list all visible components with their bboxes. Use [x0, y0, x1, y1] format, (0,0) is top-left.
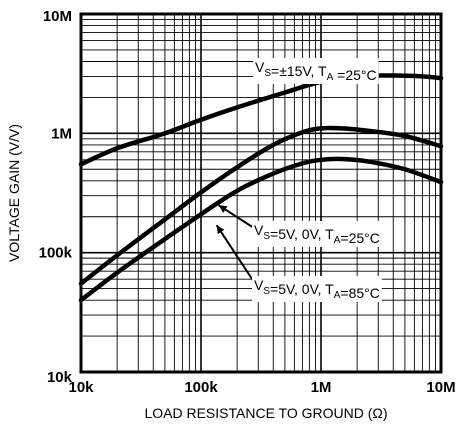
annotation-background: [252, 276, 382, 302]
data-curves: [78, 73, 444, 303]
y-tick-label: 10M: [43, 8, 72, 25]
plot-frame: [79, 12, 443, 374]
y-axis-label: VOLTAGE GAIN (V/V): [6, 124, 22, 262]
annotation-arrowhead: [216, 225, 225, 235]
annotation-background: [253, 58, 379, 84]
series-line-3: [78, 156, 444, 303]
y-tick-label: 100k: [39, 245, 73, 262]
annotation-arrowhead: [218, 205, 228, 213]
annotation-arrows: [215, 204, 255, 283]
x-tick-label: 100k: [184, 379, 218, 396]
x-tick-label: 10M: [426, 379, 455, 396]
annotation-2: VS=5V, 0V, TA=25°C: [254, 222, 380, 246]
annotation-arrow-line: [215, 224, 255, 283]
y-tick-labels: 10k 100k 1M 10M: [39, 8, 73, 386]
annotation-1: VS=±15V, TA =25°C: [255, 59, 377, 83]
y-tick-label: 1M: [51, 125, 72, 142]
x-tick-label: 10k: [68, 379, 94, 396]
series-line-1: [78, 73, 444, 167]
series-line-2: [78, 125, 444, 286]
y-tick-label: 10k: [47, 369, 73, 386]
annotation-background: [252, 221, 382, 247]
x-tick-label: 1M: [311, 379, 332, 396]
annotations: VS=±15V, TA =25°C VS=5V, 0V, TA=25°C VS=5V…: [252, 58, 382, 302]
x-axis-label: LOAD RESISTANCE TO GROUND (Ω): [144, 405, 387, 421]
x-tick-labels: 10k 100k 1M 10M: [68, 379, 455, 396]
annotation-3: VS=5V, 0V, TA=85°C: [254, 277, 380, 301]
